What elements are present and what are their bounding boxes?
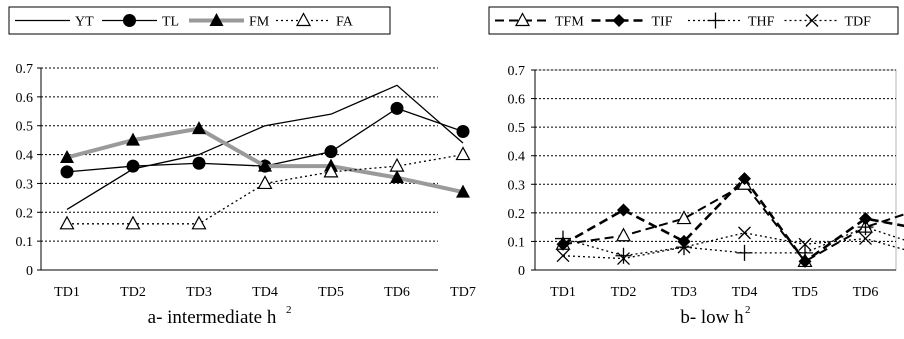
data-point-tdf <box>617 252 630 266</box>
data-point-thf <box>555 230 571 247</box>
data-point-tdf <box>677 240 691 254</box>
data-point-fm <box>126 132 140 146</box>
legend-label-thf: THF <box>748 15 775 30</box>
y-tick-label: 0.4 <box>508 150 526 165</box>
data-point-fa <box>191 215 207 230</box>
x-tick-label: TD2 <box>611 285 637 300</box>
y-tick-label: 0.2 <box>508 207 526 222</box>
data-point-thf <box>857 219 874 236</box>
y-tick-label: 0.4 <box>16 149 34 164</box>
legend-marker-thf <box>707 12 724 29</box>
x-tick-label: TD3 <box>671 285 697 300</box>
y-tick-label: 0.6 <box>508 93 526 108</box>
data-point-fa <box>323 163 339 178</box>
legend-marker-tif <box>612 14 626 27</box>
legend-marker-fm <box>209 13 224 26</box>
data-point-thf <box>797 244 813 261</box>
data-point-tl <box>60 165 74 179</box>
data-point-tif <box>617 203 630 217</box>
series-line-tif <box>562 177 904 263</box>
data-point-tl <box>324 145 338 159</box>
panel-caption-superscript: 2 <box>286 304 292 316</box>
y-tick-label: 0.5 <box>508 121 526 136</box>
y-tick-label: 0.3 <box>16 177 34 192</box>
plot-area-frame <box>534 69 897 271</box>
y-tick-label: 0.3 <box>508 178 526 193</box>
legend-label-yt: YT <box>75 15 94 30</box>
legend-label-fm: FM <box>249 15 270 30</box>
legend-label-tfm: TFM <box>555 15 584 30</box>
x-tick-label: TD3 <box>186 285 212 300</box>
data-point-fa <box>59 215 75 230</box>
panel-caption-superscript: 2 <box>745 304 751 316</box>
x-tick-label: TD4 <box>252 285 278 300</box>
data-point-tdf <box>859 232 872 246</box>
y-tick-label: 0.7 <box>508 64 526 79</box>
data-point-tdf <box>798 237 812 251</box>
legend-marker-tdf <box>805 14 819 27</box>
y-tick-label: 0.1 <box>508 235 526 250</box>
data-point-fa <box>455 146 471 161</box>
panel-caption: a- intermediate h <box>148 307 277 328</box>
legend-label-tl: TL <box>162 15 179 30</box>
data-point-fm <box>456 184 470 198</box>
x-tick-label: TD4 <box>732 285 758 300</box>
x-tick-label: TD7 <box>450 285 476 300</box>
data-point-tif <box>738 172 751 186</box>
data-point-tl <box>192 156 206 170</box>
data-point-tif <box>859 212 872 226</box>
legend-marker-tl <box>123 14 136 27</box>
x-tick-label: TD1 <box>54 285 80 300</box>
data-point-tfm <box>615 227 632 242</box>
legend-label-tif: TIF <box>652 15 673 30</box>
data-point-tfm <box>676 210 692 225</box>
series-line-tfm <box>562 183 904 263</box>
data-point-tdf <box>556 249 570 263</box>
x-tick-label: TD1 <box>550 285 576 300</box>
data-point-fa <box>257 175 273 190</box>
legend-label-fa: FA <box>336 15 354 30</box>
legend-marker-tfm <box>514 12 531 27</box>
data-point-fm <box>390 170 404 184</box>
legend-label-tdf: TDF <box>845 15 872 30</box>
y-tick-label: 0.7 <box>16 62 34 77</box>
y-tick-label: 0 <box>518 264 525 279</box>
series-line-yt <box>66 84 464 210</box>
legend-marker-fa <box>295 12 312 27</box>
data-point-fa <box>389 157 405 172</box>
y-tick-label: 0.2 <box>16 206 34 221</box>
data-point-fm <box>192 121 206 135</box>
data-point-tdf <box>738 226 751 240</box>
data-point-fa <box>125 215 141 230</box>
x-tick-label: TD5 <box>792 285 818 300</box>
data-point-tl <box>126 159 140 173</box>
y-tick-label: 0 <box>26 264 33 279</box>
data-point-tl <box>456 124 470 138</box>
data-point-fm <box>258 158 272 172</box>
x-tick-label: TD6 <box>853 285 879 300</box>
x-tick-label: TD5 <box>318 285 344 300</box>
y-tick-label: 0.6 <box>16 91 34 106</box>
y-tick-label: 0.1 <box>16 235 34 250</box>
panel-b-low-h2: TFM TIF THF TDF 0 0.1 0.2 0.3 0.4 0.5 0.6 0.7 TD1 TD2… <box>488 6 904 328</box>
x-tick-label: TD6 <box>384 285 410 300</box>
panel-caption: b- low h <box>680 307 744 328</box>
data-point-tif <box>798 254 812 268</box>
series-line-tdf <box>562 232 904 260</box>
data-point-thf <box>615 247 632 264</box>
data-point-tl <box>390 101 404 115</box>
data-point-fm <box>60 149 74 163</box>
y-tick-label: 0.5 <box>16 120 34 135</box>
panel-a-intermediate-h2: YT TL FM FA 0 0.1 0.2 0.3 0.4 0.5 0.6 0.7 TD1 TD2 TD3 T… <box>8 6 476 328</box>
data-point-thf <box>736 244 753 261</box>
x-tick-label: TD2 <box>120 285 146 300</box>
